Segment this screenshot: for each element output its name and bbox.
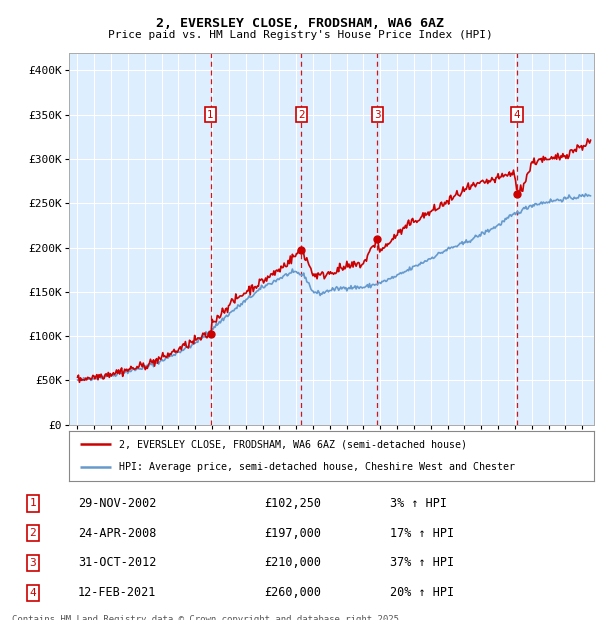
Text: 2: 2 — [29, 528, 37, 538]
Text: 31-OCT-2012: 31-OCT-2012 — [78, 557, 157, 569]
Text: 3: 3 — [29, 558, 37, 568]
Text: 24-APR-2008: 24-APR-2008 — [78, 527, 157, 539]
Text: 2, EVERSLEY CLOSE, FRODSHAM, WA6 6AZ (semi-detached house): 2, EVERSLEY CLOSE, FRODSHAM, WA6 6AZ (se… — [119, 440, 467, 450]
Text: 29-NOV-2002: 29-NOV-2002 — [78, 497, 157, 510]
Text: Contains HM Land Registry data © Crown copyright and database right 2025.
This d: Contains HM Land Registry data © Crown c… — [12, 615, 404, 620]
Text: 17% ↑ HPI: 17% ↑ HPI — [390, 527, 454, 539]
Text: 4: 4 — [29, 588, 37, 598]
Text: 1: 1 — [207, 110, 214, 120]
Text: £197,000: £197,000 — [264, 527, 321, 539]
Text: 37% ↑ HPI: 37% ↑ HPI — [390, 557, 454, 569]
Text: 1: 1 — [29, 498, 37, 508]
Text: 20% ↑ HPI: 20% ↑ HPI — [390, 587, 454, 599]
Text: £102,250: £102,250 — [264, 497, 321, 510]
Text: 4: 4 — [514, 110, 520, 120]
Text: £210,000: £210,000 — [264, 557, 321, 569]
Text: £260,000: £260,000 — [264, 587, 321, 599]
Text: 2, EVERSLEY CLOSE, FRODSHAM, WA6 6AZ: 2, EVERSLEY CLOSE, FRODSHAM, WA6 6AZ — [156, 17, 444, 30]
Text: 2: 2 — [298, 110, 305, 120]
Text: HPI: Average price, semi-detached house, Cheshire West and Chester: HPI: Average price, semi-detached house,… — [119, 462, 515, 472]
Text: 3% ↑ HPI: 3% ↑ HPI — [390, 497, 447, 510]
Text: Price paid vs. HM Land Registry's House Price Index (HPI): Price paid vs. HM Land Registry's House … — [107, 30, 493, 40]
Text: 3: 3 — [374, 110, 381, 120]
Text: 12-FEB-2021: 12-FEB-2021 — [78, 587, 157, 599]
